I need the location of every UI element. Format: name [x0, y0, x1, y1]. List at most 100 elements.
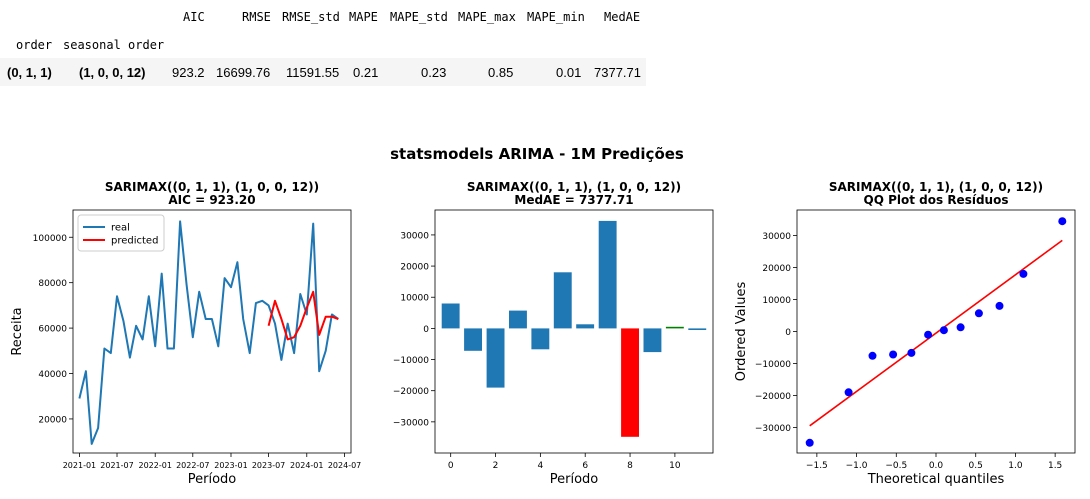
x-tick-label: 2022-07: [176, 461, 209, 470]
qq-point: [889, 350, 898, 359]
x-tick-label: 2022-01: [138, 461, 171, 470]
col-header-mape: MAPE: [349, 10, 378, 24]
bar-3: [509, 310, 527, 329]
qq-point: [868, 351, 877, 360]
cell-mape-min: 0.01: [556, 65, 582, 80]
qq-point: [956, 323, 965, 332]
y-tick-label: 100000: [33, 234, 68, 244]
x-tick-label: −1.0: [846, 461, 868, 471]
chart-subtitle: MedAE = 7377.71: [514, 193, 633, 207]
x-tick-label: 2024-07: [328, 461, 361, 470]
qq-point: [995, 301, 1004, 310]
x-tick-label: 1.0: [1008, 461, 1023, 471]
bar-7: [598, 220, 617, 329]
bar-6: [576, 324, 595, 329]
table-row: [0, 58, 646, 86]
row-seasonal-order: (1, 0, 0, 12): [79, 65, 146, 80]
qq-point: [805, 438, 814, 447]
legend-box: [77, 214, 165, 252]
y-tick-label: 30000: [762, 232, 791, 242]
axes-frame: [796, 209, 1076, 454]
x-tick-label: 8: [627, 461, 633, 471]
cell-mape-std: 0.23: [421, 65, 447, 80]
series-line-predicted: [267, 290, 339, 341]
y-tick-label: −30000: [755, 424, 791, 434]
y-tick-label: −10000: [755, 360, 791, 370]
bar-chart-panel: SARIMAX((0, 1, 1), (1, 0, 0, 12))MedAE =…: [393, 180, 714, 487]
qq-point: [907, 348, 916, 357]
bar-9: [643, 328, 662, 353]
x-tick-label: 6: [582, 461, 588, 471]
legend-label-real: real: [111, 223, 130, 234]
x-tick-label: 2023-07: [252, 461, 285, 470]
x-tick-label: 2: [493, 461, 499, 471]
x-tick-label: 2024-01: [290, 461, 323, 470]
cell-rmse-std: 11591.55: [286, 65, 340, 80]
y-tick-label: 10000: [762, 296, 791, 306]
index-header-order: order: [16, 38, 53, 52]
y-tick-label: 0: [423, 325, 429, 335]
bar-4: [531, 328, 550, 350]
x-tick-label: −0.5: [885, 461, 907, 471]
y-tick-label: 80000: [38, 279, 67, 289]
chart-title: SARIMAX((0, 1, 1), (1, 0, 0, 12)): [829, 180, 1043, 194]
x-tick-label: 2021-01: [63, 461, 96, 470]
x-tick-label: 0: [448, 461, 454, 471]
axes-frame: [434, 209, 714, 454]
y-tick-label: −20000: [755, 392, 791, 402]
y-tick-label: 30000: [400, 231, 429, 241]
legend-label-predicted: predicted: [111, 236, 158, 247]
y-tick-label: −20000: [393, 387, 429, 397]
qq-point: [974, 309, 983, 318]
y-tick-label: 60000: [38, 325, 67, 335]
x-tick-label: 2021-07: [100, 461, 133, 470]
bar-5: [553, 272, 572, 329]
chart-title: SARIMAX((0, 1, 1), (1, 0, 0, 12)): [105, 180, 319, 194]
qq-point: [1019, 269, 1028, 278]
cell-aic: 923.2: [172, 65, 205, 80]
y-axis-label: Receita: [10, 307, 25, 355]
x-tick-label: 10: [669, 461, 681, 471]
axes-frame: [72, 209, 352, 454]
x-tick-label: 1.5: [1048, 461, 1062, 471]
chart-title: SARIMAX((0, 1, 1), (1, 0, 0, 12)): [467, 180, 681, 194]
bar-0: [441, 303, 460, 329]
qq-plot-panel: SARIMAX((0, 1, 1), (1, 0, 0, 12))QQ Plot…: [734, 180, 1076, 487]
x-axis-label: Período: [188, 472, 237, 487]
col-header-rmse-std: RMSE_std: [282, 10, 340, 24]
cell-mape-max: 0.85: [488, 65, 514, 80]
bar-1: [464, 328, 482, 351]
col-header-mape-std: MAPE_std: [390, 10, 448, 24]
qq-point: [1058, 217, 1067, 226]
cell-rmse: 16699.76: [216, 65, 271, 80]
x-tick-label: −1.5: [806, 461, 828, 471]
x-tick-label: 0.5: [969, 461, 983, 471]
figure: statsmodels ARIMA - 1M Predições SARIMAX…: [10, 145, 1076, 487]
metrics-table: AIC RMSE RMSE_std MAPE MAPE_std MAPE_max…: [0, 0, 650, 92]
y-tick-label: 20000: [762, 264, 791, 274]
x-tick-label: 4: [538, 461, 544, 471]
x-tick-label: 0.0: [929, 461, 944, 471]
qq-point: [924, 330, 933, 339]
bar-10: [665, 326, 684, 329]
col-header-mape-min: MAPE_min: [527, 10, 585, 24]
qq-point: [844, 388, 853, 397]
y-tick-label: 10000: [400, 294, 429, 304]
x-axis-label: Período: [550, 472, 599, 487]
series-line-real: [78, 220, 339, 445]
bar-8: [621, 328, 639, 437]
y-tick-label: −10000: [393, 356, 429, 366]
chart-subtitle: QQ Plot dos Resíduos: [864, 193, 1009, 207]
col-header-aic: AIC: [183, 10, 205, 24]
cell-mape: 0.21: [353, 65, 379, 80]
index-header-seasonal-order: seasonal order: [63, 38, 165, 52]
qq-fit-line: [809, 239, 1063, 427]
y-tick-label: 40000: [38, 370, 67, 380]
bar-2: [486, 328, 505, 388]
col-header-medae: MedAE: [604, 10, 641, 24]
y-tick-label: 20000: [38, 415, 67, 425]
col-header-rmse: RMSE: [242, 10, 271, 24]
x-axis-label: Theoretical quantiles: [867, 472, 1005, 487]
y-tick-label: 20000: [400, 263, 429, 273]
x-tick-label: 2023-01: [214, 461, 247, 470]
